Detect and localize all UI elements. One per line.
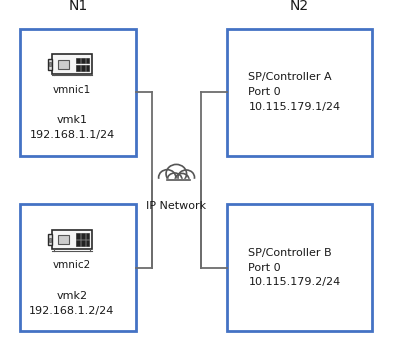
Bar	[49, 238, 51, 242]
FancyBboxPatch shape	[227, 204, 372, 331]
Circle shape	[178, 170, 195, 185]
Text: SP/Controller A
Port 0
10.115.179.1/24: SP/Controller A Port 0 10.115.179.1/24	[248, 72, 340, 112]
Bar	[86, 241, 89, 246]
Circle shape	[167, 173, 182, 187]
Bar	[49, 62, 51, 66]
Bar	[48, 234, 52, 245]
Text: vmnic1: vmnic1	[53, 85, 91, 95]
Circle shape	[159, 170, 176, 185]
Bar	[81, 58, 85, 63]
Bar	[76, 65, 80, 71]
Bar	[81, 233, 85, 239]
FancyBboxPatch shape	[20, 204, 136, 331]
Circle shape	[166, 164, 187, 183]
Text: vmk1
192.168.1.1/24: vmk1 192.168.1.1/24	[30, 115, 115, 140]
Bar	[157, 179, 195, 188]
Bar	[86, 65, 89, 71]
Circle shape	[175, 173, 189, 186]
Bar	[86, 233, 89, 239]
Bar	[81, 241, 85, 246]
Text: vmnic2: vmnic2	[53, 260, 91, 270]
Bar	[81, 65, 85, 71]
Bar	[76, 241, 80, 246]
Bar	[86, 58, 89, 63]
Bar	[58, 60, 69, 69]
Text: SP/Controller B
Port 0
10.115.179.2/24: SP/Controller B Port 0 10.115.179.2/24	[248, 248, 341, 287]
FancyBboxPatch shape	[227, 29, 372, 156]
Bar	[52, 230, 92, 250]
Bar	[76, 58, 80, 63]
Bar	[48, 59, 52, 70]
Bar	[76, 233, 80, 239]
Text: N2: N2	[290, 0, 309, 13]
Text: IP Network: IP Network	[146, 201, 206, 211]
Bar	[52, 54, 92, 74]
FancyBboxPatch shape	[20, 29, 136, 156]
Text: vmk2
192.168.1.2/24: vmk2 192.168.1.2/24	[29, 291, 115, 316]
Bar	[58, 235, 69, 244]
Text: N1: N1	[68, 0, 87, 13]
